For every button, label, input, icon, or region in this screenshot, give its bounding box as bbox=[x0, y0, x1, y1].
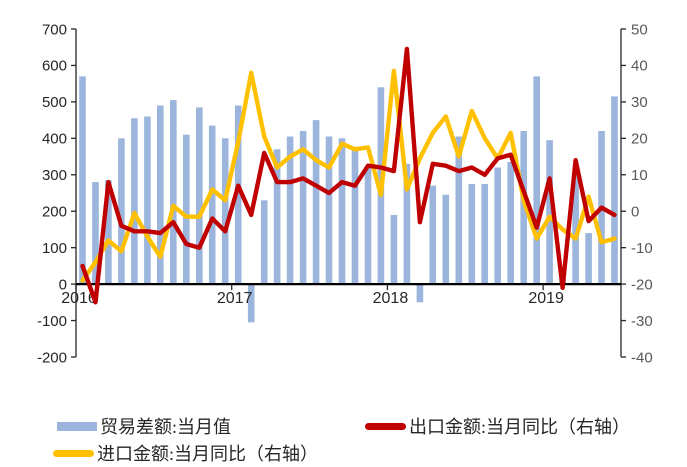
trade-balance-bar bbox=[286, 136, 294, 285]
trade-balance-bar bbox=[170, 100, 177, 285]
y-axis-left-label: 400 bbox=[42, 131, 67, 148]
trade-balance-bar bbox=[468, 183, 476, 285]
trade-balance-bar bbox=[144, 116, 151, 285]
y-axis-right-label: 40 bbox=[631, 58, 648, 75]
trade-balance-bar bbox=[481, 183, 488, 285]
legend-label-exports: 出口金额:当月同比（右轴） bbox=[409, 417, 630, 437]
trade-balance-bar bbox=[183, 134, 190, 285]
trade-balance-bar bbox=[299, 131, 307, 285]
trade-balance-bar bbox=[131, 118, 138, 285]
trade-balance-bar bbox=[546, 140, 553, 285]
y-axis-left-label: -100 bbox=[37, 313, 67, 330]
trade-balance-bar bbox=[325, 136, 333, 285]
trade-balance-bar bbox=[416, 284, 424, 303]
y-axis-left-label: -200 bbox=[37, 349, 67, 366]
trade-balance-bar bbox=[442, 194, 450, 285]
trade-balance-bar bbox=[79, 76, 86, 285]
trade-balance-bar bbox=[611, 96, 618, 285]
y-axis-right-label: -20 bbox=[631, 276, 653, 293]
y-axis-left-label: 200 bbox=[42, 203, 67, 220]
trade-balance-bar bbox=[429, 185, 437, 285]
trade-balance-bar bbox=[247, 284, 255, 323]
legend-label-trade-balance: 贸易差额:当月值 bbox=[100, 417, 232, 437]
y-axis-right-label: 50 bbox=[631, 21, 648, 38]
trade-balance-bar bbox=[520, 131, 527, 285]
legend-item-trade-balance: 贸易差额:当月值 bbox=[57, 416, 232, 437]
trade-balance-bar bbox=[260, 200, 268, 285]
y-axis-right-label: 10 bbox=[631, 167, 648, 184]
y-axis-right-label: -40 bbox=[631, 349, 653, 366]
trade-balance-bar bbox=[351, 149, 359, 285]
y-axis-right-label: -30 bbox=[631, 313, 653, 330]
trade-balance-bar bbox=[105, 180, 112, 285]
trade-balance-bar bbox=[221, 138, 229, 285]
y-axis-right-label: 30 bbox=[631, 94, 648, 111]
import-line-swatch bbox=[53, 449, 94, 457]
trade-balance-bar bbox=[572, 174, 579, 285]
trade-balance-bar bbox=[403, 163, 411, 285]
trade-balance-bar bbox=[118, 138, 125, 285]
trade-balance-bar bbox=[157, 105, 164, 285]
legend-item-exports: 出口金额:当月同比（右轴） bbox=[365, 416, 630, 437]
y-axis-left-label: 300 bbox=[42, 167, 67, 184]
y-axis-right-label: 0 bbox=[631, 203, 639, 220]
trade-balance-bar bbox=[196, 107, 203, 285]
trade-balance-bar bbox=[338, 138, 346, 285]
y-axis-left-label: 0 bbox=[59, 276, 67, 293]
trade-balance-bar bbox=[364, 167, 372, 285]
trade-balance-bar bbox=[455, 136, 463, 285]
trade-balance-bar bbox=[273, 149, 281, 285]
y-axis-left-label: 100 bbox=[42, 240, 67, 257]
x-axis-year-label: 2016 bbox=[61, 290, 97, 307]
export-yoy-line bbox=[80, 46, 617, 305]
export-line-swatch bbox=[365, 422, 406, 430]
trade-balance-bar bbox=[507, 162, 514, 285]
trade-balance-bar-swatch bbox=[57, 421, 97, 431]
trade-balance-bar bbox=[390, 214, 398, 285]
y-axis-right-label: 20 bbox=[631, 131, 648, 148]
import-yoy-line bbox=[80, 68, 617, 283]
y-axis-left-label: 700 bbox=[42, 21, 67, 38]
trade-balance-bar bbox=[92, 182, 99, 285]
trade-balance-bar bbox=[234, 105, 242, 285]
legend-item-imports: 进口金额:当月同比（右轴） bbox=[53, 443, 318, 464]
trade-balance-bar bbox=[585, 233, 592, 285]
legend-label-imports: 进口金额:当月同比（右轴） bbox=[97, 444, 318, 464]
x-axis-year-label: 2019 bbox=[528, 290, 564, 307]
y-axis-left-label: 500 bbox=[42, 94, 67, 111]
x-axis-year-label: 2017 bbox=[217, 290, 253, 307]
trade-balance-bar bbox=[533, 76, 540, 285]
trade-balance-bar bbox=[208, 125, 216, 285]
y-axis-right-label: -10 bbox=[631, 240, 653, 257]
trade-balance-bar bbox=[312, 120, 320, 285]
trade-balance-bar bbox=[494, 167, 501, 285]
y-axis-left-label: 600 bbox=[42, 58, 67, 75]
x-axis-year-label: 2018 bbox=[373, 290, 409, 307]
